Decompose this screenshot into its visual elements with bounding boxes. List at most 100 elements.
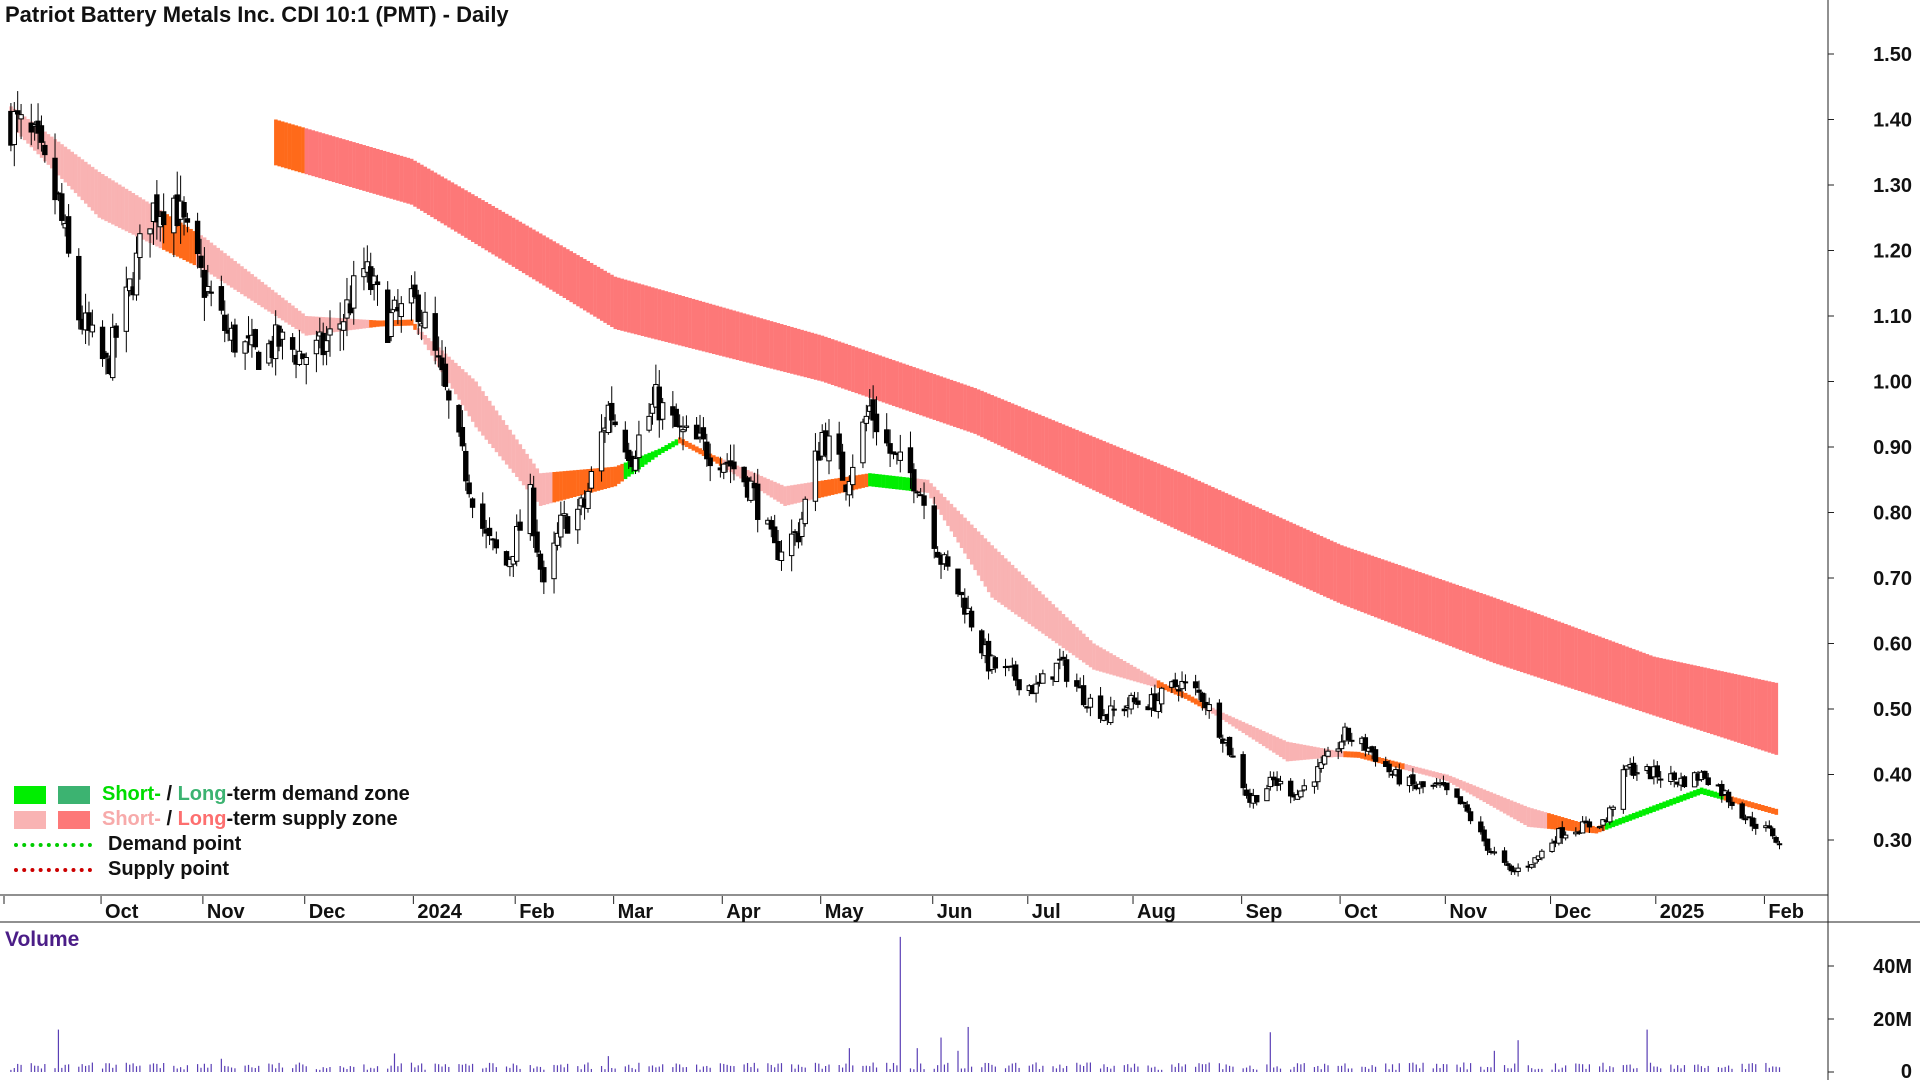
candle (242, 340, 248, 370)
long-term-zone-slice (735, 311, 740, 361)
short-term-zone-slice (576, 469, 580, 497)
candle-body (564, 516, 571, 534)
short-term-zone-slice (1051, 604, 1056, 641)
short-term-zone-slice (786, 485, 791, 506)
long-term-zone-slice (392, 153, 397, 200)
long-term-zone-slice (1360, 552, 1364, 613)
candle (846, 475, 853, 507)
candle (1267, 771, 1274, 791)
short-term-zone-slice (474, 381, 478, 428)
candle-body (1549, 842, 1555, 852)
long-term-zone-slice (1774, 682, 1779, 755)
long-term-zone-slice (1234, 497, 1239, 557)
short-term-zone-slice (1244, 723, 1249, 736)
candle-body (1478, 821, 1484, 833)
short-term-zone-slice (87, 164, 91, 208)
long-term-zone-slice (993, 396, 998, 444)
candle (1175, 684, 1182, 702)
long-term-zone-slice (1000, 399, 1005, 447)
long-term-zone-slice (725, 308, 730, 358)
candle-body (1749, 817, 1756, 827)
short-term-zone-slice (854, 475, 859, 490)
short-term-zone-slice (1631, 812, 1636, 820)
long-term-zone-slice (759, 318, 764, 367)
short-term-zone-slice (226, 255, 231, 286)
candle (1702, 770, 1708, 780)
short-term-zone-slice (1166, 685, 1171, 692)
candle-body (1729, 801, 1735, 806)
long-term-zone-slice (1343, 546, 1347, 606)
candle-body (446, 390, 452, 401)
long-term-zone-slice (969, 386, 974, 433)
candle-body (1335, 748, 1341, 752)
long-term-zone-slice (773, 322, 777, 370)
long-term-zone-slice (1248, 503, 1252, 563)
long-term-zone-slice (1693, 665, 1697, 729)
candle (1549, 838, 1555, 853)
short-term-zone-slice (1536, 810, 1541, 828)
candle-body (1467, 811, 1474, 822)
short-term-zone-slice (521, 449, 526, 486)
long-term-zone-slice (1530, 611, 1534, 676)
long-term-zone-slice (1733, 674, 1738, 742)
candle-body (1053, 662, 1060, 683)
short-term-zone-slice (555, 471, 560, 502)
short-term-zone-slice (382, 320, 387, 327)
short-term-zone-slice (1475, 786, 1480, 799)
candle (313, 330, 320, 373)
long-term-zone-slice (1153, 462, 1157, 520)
long-term-zone-slice (990, 395, 994, 442)
long-term-zone-slice (511, 217, 516, 267)
candle (622, 421, 629, 460)
candle (1579, 816, 1586, 834)
candle (1464, 800, 1470, 814)
candle (388, 308, 394, 342)
long-term-zone-slice (579, 257, 584, 309)
short-term-zone-slice (538, 473, 543, 506)
short-term-zone-slice (297, 310, 302, 332)
long-term-zone-slice (847, 344, 852, 391)
candle-body (486, 527, 493, 537)
candle-body (1532, 857, 1538, 864)
candle (1172, 672, 1178, 690)
candle-body (1739, 803, 1745, 819)
long-term-zone-slice (1034, 413, 1039, 463)
candle (486, 517, 493, 545)
candle (1128, 692, 1134, 715)
candle (850, 454, 856, 499)
candle (1610, 805, 1616, 817)
long-term-zone-slice (1608, 640, 1612, 702)
candle-body (1753, 823, 1759, 829)
short-term-zone-slice (623, 462, 628, 480)
short-term-zone-slice (759, 475, 764, 492)
long-term-zone-slice (1268, 513, 1273, 573)
candle (28, 103, 34, 146)
candle-body (1484, 838, 1491, 851)
candle (1131, 691, 1138, 705)
short-term-zone-slice (1669, 799, 1673, 806)
time-tick-label: Dec (309, 901, 346, 923)
candle (914, 490, 920, 498)
short-term-zone-slice (1757, 804, 1762, 811)
long-term-zone-slice (949, 379, 954, 426)
candle (1508, 864, 1515, 876)
short-term-zone-slice (1020, 574, 1025, 620)
short-term-zone-slice (861, 474, 865, 488)
short-term-zone-slice (1414, 766, 1419, 773)
candle-body (1515, 867, 1521, 872)
candle-body (850, 466, 856, 486)
long-term-zone-slice (491, 205, 495, 255)
short-term-zone-slice (287, 302, 292, 325)
candle-body (1742, 818, 1749, 821)
long-term-zone-slice (705, 302, 709, 353)
long-term-zone-slice (881, 356, 886, 403)
candle (1264, 784, 1270, 802)
short-term-zone-slice (50, 136, 54, 169)
long-term-zone-slice (1710, 668, 1714, 735)
short-term-zone-slice (881, 474, 886, 488)
candle (123, 266, 130, 353)
candle (884, 413, 890, 447)
candle (676, 414, 683, 440)
long-term-zone-slice (545, 237, 550, 288)
short-term-zone-slice (1109, 653, 1113, 675)
